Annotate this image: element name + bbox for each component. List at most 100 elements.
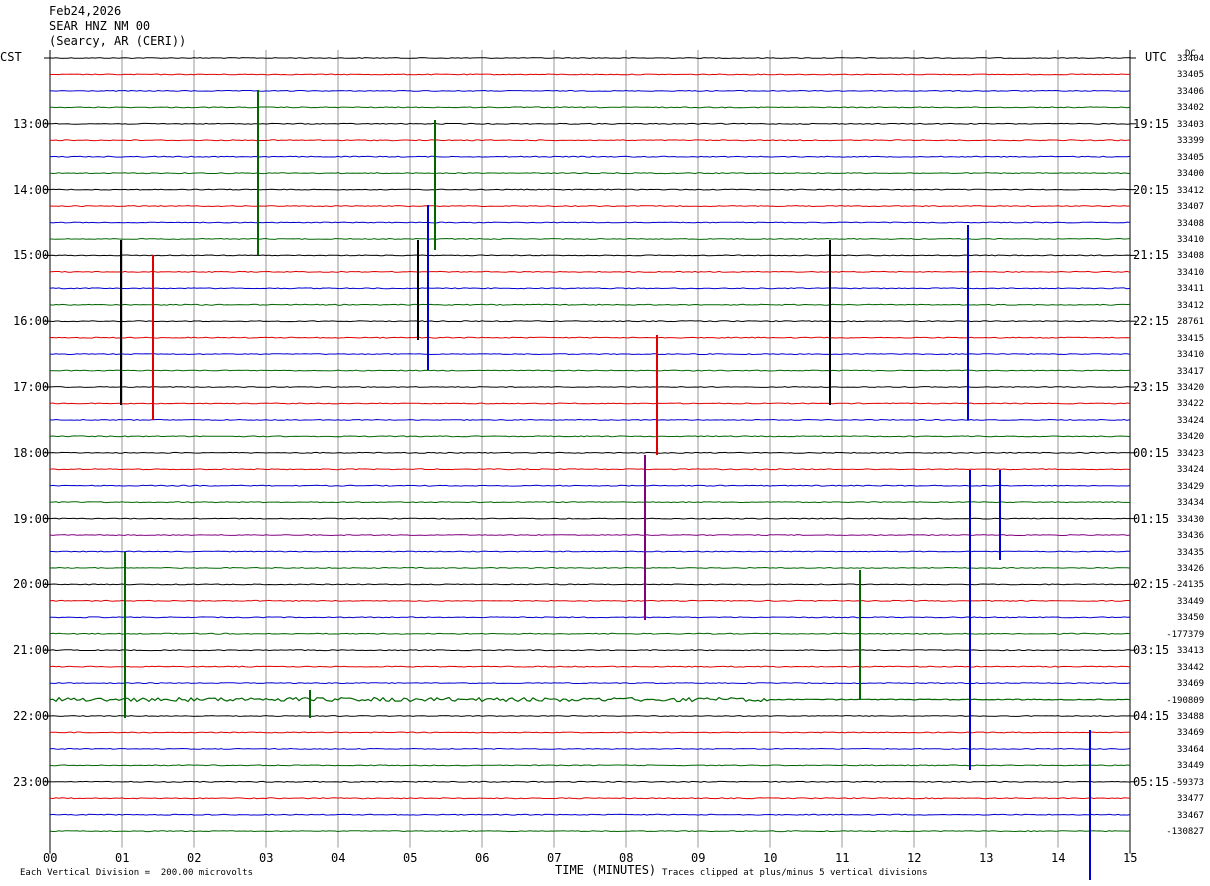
trace-line — [49, 155, 1131, 158]
dc-offset-label: -190809 — [1166, 695, 1205, 706]
dc-offset-label: 33412 — [1177, 185, 1205, 196]
cst-hour-label: 16:00 — [13, 314, 50, 329]
cst-hour-label: 22:00 — [13, 709, 50, 723]
cst-hour-label: 17:00 — [13, 380, 50, 394]
trace-line — [49, 386, 1131, 388]
dc-offset-label: 33449 — [1177, 596, 1205, 607]
trace-line — [49, 57, 1131, 59]
dc-offset-label: 33435 — [1177, 547, 1205, 558]
dc-offset-label: 33469 — [1177, 728, 1205, 739]
dc-offset-label: 33430 — [1177, 514, 1205, 525]
left-timezone-label: CST — [0, 50, 22, 64]
dc-header-label: DC — [1185, 49, 1196, 59]
utc-hour-label: 03:15 — [1133, 643, 1170, 658]
trace-line — [50, 73, 1131, 76]
cst-hour-label: 14:00 — [13, 182, 50, 197]
dc-offset-label: 33408 — [1177, 251, 1205, 262]
minute-tick-label: 01 — [115, 851, 130, 865]
trace-line — [49, 797, 1131, 800]
trace-line — [50, 501, 1131, 504]
dc-offset-label: 33450 — [1177, 613, 1205, 624]
dc-offset-label: 33411 — [1177, 284, 1205, 295]
minute-tick-label: 14 — [1051, 851, 1066, 865]
x-axis-title: TIME (MINUTES) — [555, 863, 657, 877]
trace-line — [49, 353, 1131, 356]
dc-offset-label: 33403 — [1177, 119, 1205, 130]
dc-offset-label: 33404 — [1177, 54, 1205, 64]
minute-tick-label: 07 — [547, 851, 562, 865]
cst-hour-label: 18:00 — [13, 445, 50, 460]
utc-hour-label: 19:15 — [1133, 116, 1170, 131]
trace-line — [49, 599, 1130, 602]
cst-hour-label: 20:00 — [13, 577, 50, 592]
trace-line — [49, 566, 1131, 569]
trace-line — [49, 418, 1131, 421]
trace-line — [49, 632, 1131, 635]
utc-hour-label: 04:15 — [1133, 709, 1170, 723]
trace-line — [49, 534, 1131, 537]
trace-line — [49, 435, 1131, 438]
trace-line — [49, 468, 1131, 471]
dc-offset-label: -59373 — [1171, 777, 1205, 788]
dc-offset-label: 33423 — [1177, 448, 1205, 459]
utc-hour-label: 00:15 — [1133, 445, 1170, 460]
utc-hour-label: 20:15 — [1133, 182, 1170, 197]
trace-line — [49, 336, 1131, 339]
utc-hour-label: 21:15 — [1133, 248, 1170, 263]
utc-hour-label: 05:15 — [1133, 774, 1170, 789]
trace-line — [49, 139, 1131, 142]
minute-tick-label: 11 — [835, 851, 850, 865]
dc-offset-label: 33407 — [1177, 202, 1205, 213]
trace-line — [49, 731, 1131, 734]
trace-line — [49, 649, 1130, 652]
utc-hour-label: 02:15 — [1133, 577, 1170, 592]
trace-line — [49, 747, 1131, 750]
dc-offset-label: 33412 — [1177, 300, 1205, 311]
dc-offset-label: 33400 — [1177, 169, 1205, 180]
trace-line — [49, 451, 1131, 454]
dc-offset-label: 33429 — [1177, 481, 1205, 492]
station-label: SEAR HNZ NM 00 — [49, 19, 151, 33]
trace-line — [49, 320, 1130, 323]
location-label: (Searcy, AR (CERI)) — [49, 34, 187, 48]
dc-offset-label: -130827 — [1166, 827, 1205, 838]
dc-offset-label: 33410 — [1177, 267, 1205, 278]
minute-tick-label: 04 — [331, 851, 346, 865]
trace-line — [49, 254, 1131, 257]
minute-tick-label: 06 — [475, 851, 490, 865]
cst-hour-label: 13:00 — [13, 116, 50, 131]
trace-line — [49, 221, 1131, 224]
trace-line — [49, 696, 1131, 703]
trace-line — [50, 550, 1131, 553]
trace-line — [49, 205, 1131, 208]
dc-offset-label: 33405 — [1177, 70, 1205, 81]
minute-tick-label: 05 — [403, 851, 418, 865]
trace-line — [49, 106, 1131, 109]
cst-hour-label: 19:00 — [13, 511, 50, 526]
dc-offset-label: 33449 — [1177, 761, 1205, 772]
dc-offset-label: 33424 — [1177, 415, 1205, 426]
dc-offset-label: 33415 — [1177, 333, 1205, 344]
minute-tick-label: 02 — [187, 851, 202, 865]
minute-tick-label: 10 — [763, 851, 778, 865]
utc-hour-label: 01:15 — [1133, 511, 1170, 526]
trace-line — [49, 682, 1131, 685]
trace-line — [49, 583, 1131, 586]
dc-offset-label: 33420 — [1177, 383, 1205, 393]
minute-tick-label: 15 — [1123, 851, 1138, 865]
trace-line — [49, 813, 1131, 816]
dc-offset-label: 33413 — [1177, 646, 1205, 657]
trace-line — [49, 780, 1131, 783]
trace-line — [49, 287, 1131, 290]
trace-line — [49, 484, 1131, 487]
dc-offset-label: 33420 — [1177, 432, 1205, 443]
trace-line — [50, 122, 1131, 125]
minute-tick-label: 00 — [43, 851, 58, 865]
dc-offset-label: 33426 — [1177, 563, 1205, 574]
dc-offset-label: 33406 — [1177, 86, 1205, 97]
trace-line — [49, 172, 1131, 175]
utc-hour-label: 23:15 — [1133, 380, 1170, 394]
dc-offset-label: -24135 — [1171, 580, 1205, 591]
trace-line — [49, 764, 1131, 767]
trace-line — [49, 270, 1131, 273]
